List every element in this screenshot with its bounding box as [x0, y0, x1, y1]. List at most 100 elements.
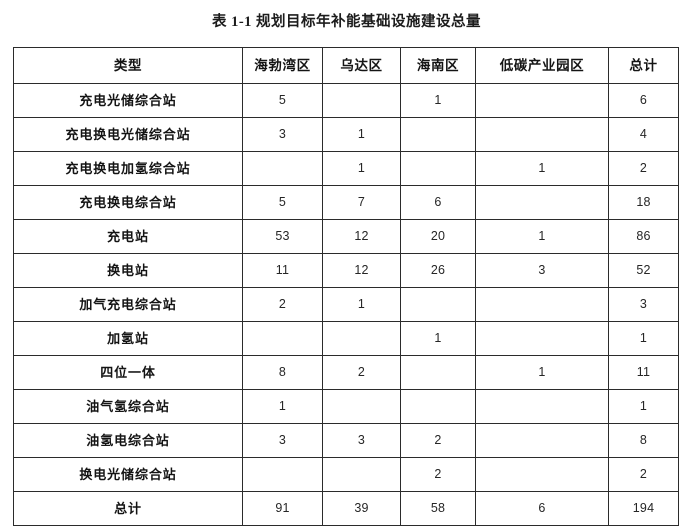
table-row: 油氢电综合站 3 3 2 8: [13, 423, 679, 458]
table-row: 加氢站 1 1: [13, 321, 679, 356]
cell-value: [400, 355, 476, 390]
row-label: 总计: [13, 491, 243, 526]
cell-value: 1: [322, 151, 401, 186]
cell-value: [475, 117, 609, 152]
cell-value: 1: [242, 389, 323, 424]
cell-value: 1: [608, 321, 679, 356]
cell-value: [400, 151, 476, 186]
cell-value: 2: [608, 151, 679, 186]
cell-value: [322, 83, 401, 118]
table-container: 类型 海勃湾区 乌达区 海南区 低碳产业园区 总计 充电光储综合站 5 1 6 充电换电…: [13, 47, 679, 526]
cell-value: 2: [400, 457, 476, 492]
row-label: 四位一体: [13, 355, 243, 390]
cell-value: [322, 321, 401, 356]
row-label: 加气充电综合站: [13, 287, 243, 322]
cell-value: [400, 287, 476, 322]
cell-value: 2: [608, 457, 679, 492]
cell-value: 39: [322, 491, 401, 526]
cell-value: [322, 389, 401, 424]
cell-value: 1: [475, 219, 609, 254]
table-row: 充电换电光储综合站 3 1 4: [13, 117, 679, 152]
cell-value: 1: [322, 117, 401, 152]
cell-value: 3: [475, 253, 609, 288]
row-label: 充电换电综合站: [13, 185, 243, 220]
cell-value: 20: [400, 219, 476, 254]
cell-value: 12: [322, 219, 401, 254]
cell-value: 52: [608, 253, 679, 288]
column-header-type: 类型: [13, 47, 243, 84]
column-header-hainan: 海南区: [400, 47, 476, 84]
cell-value: 58: [400, 491, 476, 526]
table-row: 充电站 53 12 20 1 86: [13, 219, 679, 254]
cell-value: 4: [608, 117, 679, 152]
cell-value: 3: [322, 423, 401, 458]
cell-value: 1: [400, 83, 476, 118]
table-row: 换电站 11 12 26 3 52: [13, 253, 679, 288]
table-body: 充电光储综合站 5 1 6 充电换电光储综合站 3 1 4 充电换电加氢综合站 1 1 2 充电换电综合…: [13, 83, 679, 526]
cell-value: 7: [322, 185, 401, 220]
cell-value: 5: [242, 185, 323, 220]
cell-value: [475, 321, 609, 356]
cell-value: 1: [322, 287, 401, 322]
cell-value: 1: [475, 355, 609, 390]
cell-value: [400, 117, 476, 152]
row-label: 油氢电综合站: [13, 423, 243, 458]
cell-value: 194: [608, 491, 679, 526]
row-label: 充电光储综合站: [13, 83, 243, 118]
cell-value: 3: [242, 117, 323, 152]
cell-value: 6: [475, 491, 609, 526]
cell-value: 6: [608, 83, 679, 118]
row-label: 充电换电光储综合站: [13, 117, 243, 152]
cell-value: 8: [242, 355, 323, 390]
table-row: 充电换电加氢综合站 1 1 2: [13, 151, 679, 186]
table-row: 充电光储综合站 5 1 6: [13, 83, 679, 118]
cell-value: [242, 457, 323, 492]
cell-value: 8: [608, 423, 679, 458]
table-header-row: 类型 海勃湾区 乌达区 海南区 低碳产业园区 总计: [13, 47, 679, 84]
cell-value: [475, 185, 609, 220]
column-header-lowcarbon: 低碳产业园区: [475, 47, 609, 84]
row-label: 换电光储综合站: [13, 457, 243, 492]
table-row: 四位一体 8 2 1 11: [13, 355, 679, 390]
cell-value: [322, 457, 401, 492]
row-label: 换电站: [13, 253, 243, 288]
cell-value: 11: [608, 355, 679, 390]
cell-value: 91: [242, 491, 323, 526]
table-row: 加气充电综合站 2 1 3: [13, 287, 679, 322]
cell-value: 2: [400, 423, 476, 458]
cell-value: 2: [242, 287, 323, 322]
cell-value: 53: [242, 219, 323, 254]
row-label: 充电站: [13, 219, 243, 254]
page-root: 表 1-1 规划目标年补能基础设施建设总量 类型 海勃湾区 乌达区 海南区 低碳…: [13, 14, 679, 526]
cell-value: 2: [322, 355, 401, 390]
cell-value: 6: [400, 185, 476, 220]
cell-value: 11: [242, 253, 323, 288]
cell-value: 12: [322, 253, 401, 288]
row-label: 充电换电加氢综合站: [13, 151, 243, 186]
table-row: 换电光储综合站 2 2: [13, 457, 679, 492]
cell-value: [400, 389, 476, 424]
row-label: 油气氢综合站: [13, 389, 243, 424]
cell-value: 3: [608, 287, 679, 322]
row-label: 加氢站: [13, 321, 243, 356]
cell-value: 1: [608, 389, 679, 424]
column-header-haibowan: 海勃湾区: [242, 47, 323, 84]
cell-value: [475, 83, 609, 118]
cell-value: [475, 457, 609, 492]
cell-value: [475, 423, 609, 458]
column-header-wuda: 乌达区: [322, 47, 401, 84]
cell-value: 18: [608, 185, 679, 220]
cell-value: 1: [475, 151, 609, 186]
cell-value: [242, 321, 323, 356]
cell-value: 3: [242, 423, 323, 458]
column-header-total: 总计: [608, 47, 679, 84]
table-row: 总计 91 39 58 6 194: [13, 491, 679, 526]
cell-value: [475, 287, 609, 322]
table-row: 充电换电综合站 5 7 6 18: [13, 185, 679, 220]
table-caption: 表 1-1 规划目标年补能基础设施建设总量: [211, 14, 482, 30]
table-row: 油气氢综合站 1 1: [13, 389, 679, 424]
infrastructure-table: 类型 海勃湾区 乌达区 海南区 低碳产业园区 总计 充电光储综合站 5 1 6 充电换电…: [13, 47, 679, 526]
cell-value: 26: [400, 253, 476, 288]
cell-value: [242, 151, 323, 186]
table-header: 类型 海勃湾区 乌达区 海南区 低碳产业园区 总计: [13, 47, 679, 84]
